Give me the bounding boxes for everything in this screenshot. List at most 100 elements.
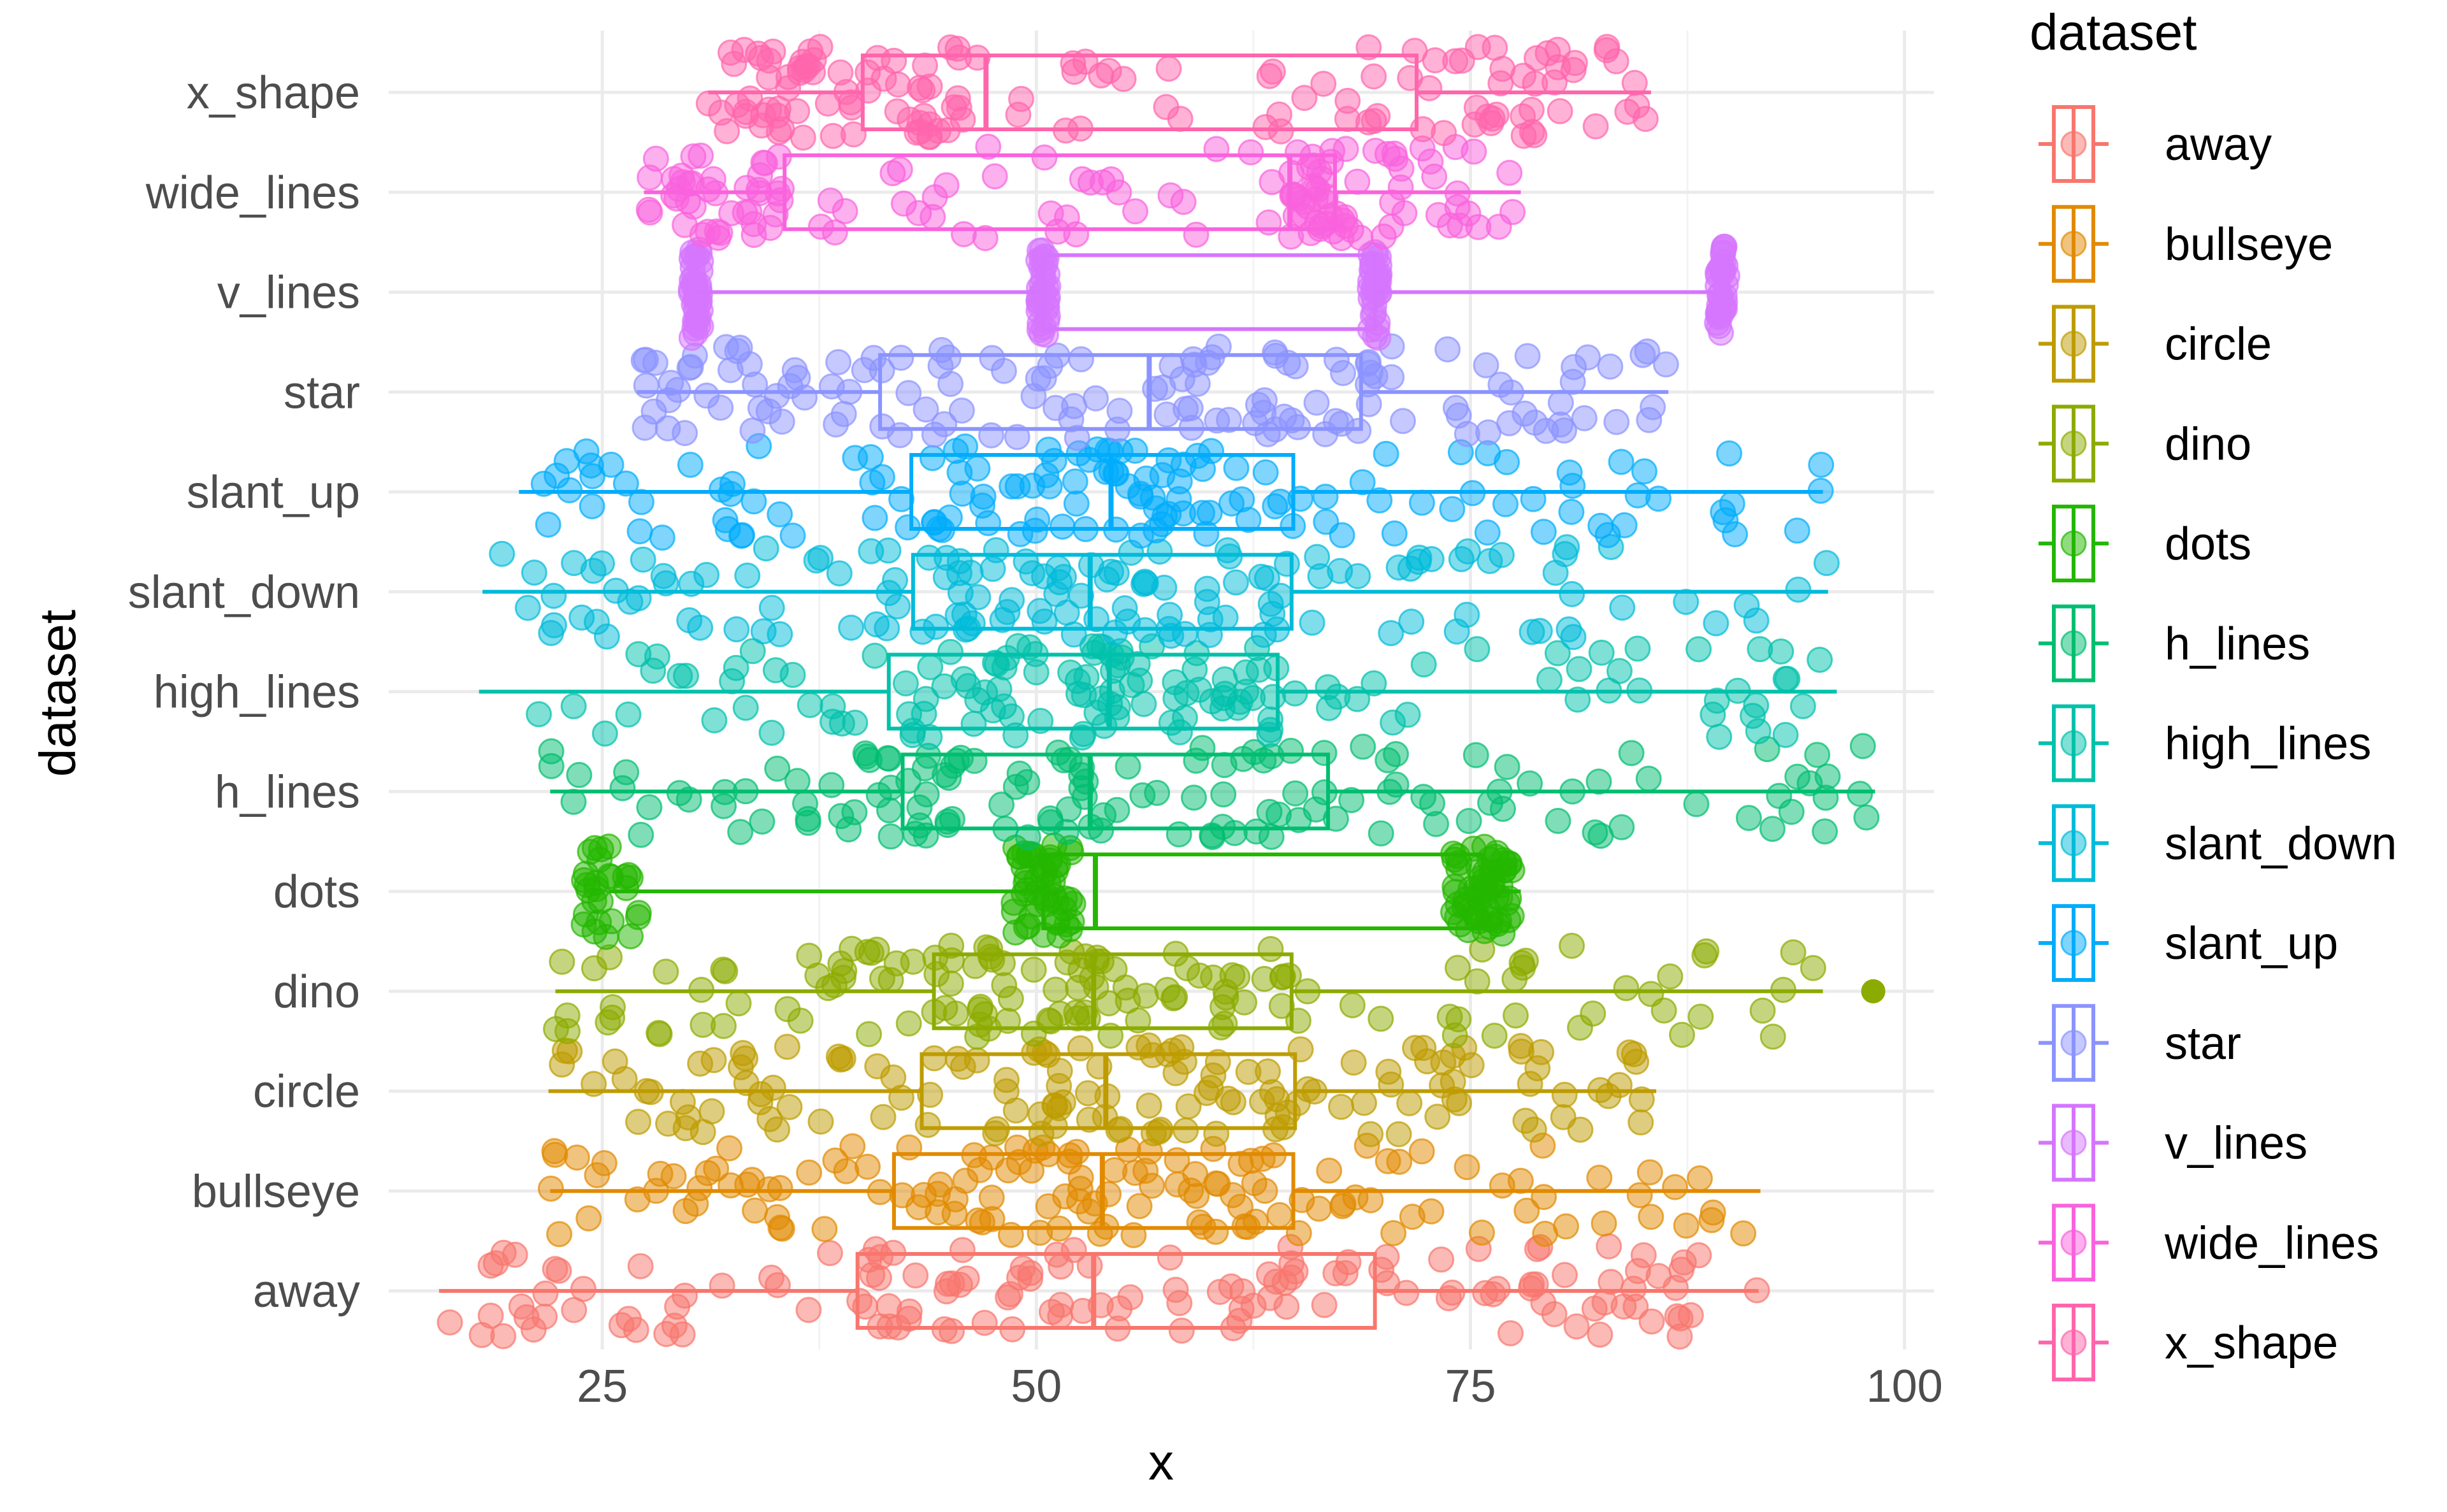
data-point-x_shape [1518, 96, 1545, 123]
data-point-star [978, 422, 1004, 449]
data-point-h_lines [1210, 781, 1237, 808]
data-point-slant_up [779, 522, 806, 549]
data-point-away [1218, 1273, 1245, 1300]
data-point-away [1664, 1303, 1691, 1330]
data-point-away [896, 1298, 923, 1325]
data-point-away [1638, 1308, 1665, 1335]
data-point-bullseye [1489, 1172, 1515, 1199]
data-point-v_lines [1704, 259, 1731, 286]
data-point-circle [1294, 1076, 1321, 1102]
data-point-bullseye [695, 1160, 721, 1186]
data-point-h_lines [856, 747, 883, 774]
data-point-away [542, 1256, 568, 1283]
data-point-circle [1028, 1120, 1055, 1147]
data-point-high_lines [1464, 636, 1491, 663]
data-point-slant_up [1716, 440, 1743, 467]
box-iqr [855, 1252, 1377, 1330]
data-point-x_shape [909, 77, 936, 104]
data-point-wide_lines [1499, 199, 1526, 226]
box-iqr [909, 453, 1296, 531]
data-point-x_shape [1110, 66, 1137, 92]
boxplot-slant_up [519, 453, 1823, 531]
data-point-dino [1800, 954, 1826, 981]
legend-label: slant_up [2165, 918, 2338, 969]
data-point-wide_lines [1332, 136, 1359, 162]
data-point-bullseye [1408, 1138, 1435, 1165]
data-point-wide_lines [1285, 185, 1312, 212]
data-point-away [934, 1271, 961, 1297]
data-point-star [921, 421, 948, 448]
data-point-dino [653, 958, 679, 985]
data-point-dots [624, 904, 651, 930]
legend-label: v_lines [2165, 1118, 2307, 1169]
data-point-x_shape [1259, 58, 1286, 85]
data-point-circle [1623, 1048, 1650, 1075]
data-point-circle [807, 1108, 834, 1135]
data-point-slant_up [1035, 436, 1062, 463]
data-point-circle [1175, 1093, 1202, 1120]
data-point-high_lines [797, 692, 823, 719]
data-point-slant_up [1049, 513, 1076, 540]
data-point-bullseye [1418, 1198, 1445, 1225]
data-point-bullseye [1468, 1219, 1495, 1246]
data-point-away [1271, 1269, 1298, 1296]
data-point-x_shape [1153, 94, 1180, 120]
data-point-dino [869, 965, 895, 992]
data-point-dino [1502, 1002, 1529, 1029]
data-point-star [1150, 374, 1176, 401]
data-point-wide_lines [933, 172, 960, 199]
data-point-circle [1429, 1072, 1455, 1098]
data-point-h_lines [1002, 774, 1029, 800]
data-point-star [1547, 389, 1574, 416]
data-point-away [1530, 1290, 1557, 1316]
data-point-slant_up [1808, 451, 1835, 478]
data-point-x_shape [721, 50, 747, 77]
legend-label: star [2165, 1018, 2241, 1069]
data-point-star [888, 345, 914, 371]
data-point-dino [1445, 1006, 1472, 1033]
legend-label: high_lines [2165, 719, 2371, 770]
data-point-star [755, 398, 782, 425]
data-point-high_lines [960, 710, 987, 737]
data-point-h_lines [1587, 823, 1614, 849]
data-point-star [1575, 344, 1601, 371]
data-point-h_lines [1211, 752, 1238, 779]
data-point-x_shape [1072, 48, 1099, 75]
data-point-bullseye [1531, 1184, 1557, 1211]
data-point-high_lines [1410, 651, 1437, 678]
legend-key-point [2060, 530, 2087, 557]
data-point-slant_up [969, 493, 996, 519]
box-iqr [860, 54, 1419, 131]
data-point-h_lines [1037, 805, 1064, 832]
data-point-h_lines [1683, 791, 1710, 817]
data-point-h_lines [818, 772, 845, 798]
data-point-high_lines [1069, 724, 1095, 751]
data-point-circle [1074, 1080, 1101, 1107]
data-point-circle [1551, 1081, 1578, 1108]
data-point-dino [1512, 947, 1539, 974]
data-point-bullseye [1380, 1220, 1407, 1246]
data-point-h_lines [939, 806, 965, 833]
data-point-circle [1396, 1090, 1423, 1116]
data-point-star [1205, 333, 1232, 360]
legend-label: away [2165, 119, 2272, 170]
data-point-h_lines [906, 794, 933, 821]
data-point-slant_down [1398, 608, 1425, 635]
data-point-dino [827, 950, 854, 977]
data-point-star [1043, 394, 1069, 421]
data-point-star [1636, 407, 1663, 433]
data-point-bullseye [1186, 1209, 1213, 1235]
data-point-circle [747, 1081, 774, 1107]
data-point-bullseye [1357, 1187, 1384, 1214]
data-point-slant_up [677, 451, 704, 478]
data-point-h_lines [1338, 787, 1365, 814]
data-point-slant_up [1631, 458, 1657, 485]
data-point-h_lines [1759, 816, 1786, 842]
data-point-bullseye [546, 1221, 573, 1248]
data-point-circle [1550, 1104, 1577, 1130]
data-point-high_lines [1394, 702, 1421, 728]
box-iqr [900, 752, 1331, 831]
data-point-slant_down [1212, 604, 1239, 631]
data-point-bullseye [742, 1197, 769, 1224]
